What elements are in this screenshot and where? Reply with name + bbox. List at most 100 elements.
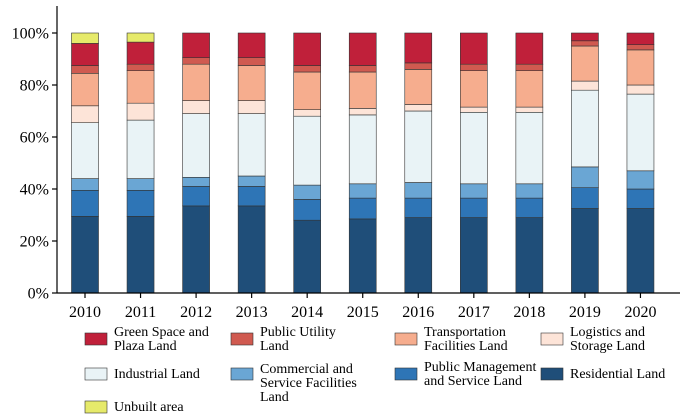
bar-segment xyxy=(515,197,544,218)
bar-segment xyxy=(182,57,210,65)
legend-swatch xyxy=(84,367,108,381)
bar-segment xyxy=(348,32,377,66)
bar-segment xyxy=(626,93,655,172)
y-tick-label: 60% xyxy=(20,130,49,147)
bar-segment xyxy=(237,100,266,114)
bar-segment xyxy=(404,32,433,64)
bars-layer xyxy=(71,32,655,294)
bar-segment xyxy=(460,106,488,113)
bar-segment xyxy=(71,32,99,44)
bar-segment xyxy=(293,71,321,111)
bar-segment xyxy=(237,32,266,59)
bar-segment xyxy=(571,89,599,168)
legend-swatch xyxy=(394,332,418,346)
bar-segment xyxy=(626,208,655,294)
bar-segment xyxy=(182,32,210,59)
legend-label: Residential Land xyxy=(570,367,665,382)
bar-segment xyxy=(404,110,433,183)
bar-segment xyxy=(237,175,266,187)
bar-segment xyxy=(182,186,210,207)
bar-segment xyxy=(126,63,155,71)
bar-segment xyxy=(182,177,210,187)
x-tick-label: 2017 xyxy=(458,304,490,321)
y-tick-label: 0% xyxy=(28,286,49,303)
legend-label: Facilities Land xyxy=(424,339,508,354)
bar-segment xyxy=(460,217,488,294)
bar-segment xyxy=(348,197,377,220)
x-tick-label: 2014 xyxy=(291,304,323,321)
bar-segment xyxy=(293,32,321,66)
bar-segment xyxy=(571,80,599,91)
bar-segment xyxy=(126,41,155,65)
legend-label: Service Facilities xyxy=(260,376,357,391)
y-ticks: 0% 20% 40% 60% 80% 100% xyxy=(12,26,57,303)
bar-segment xyxy=(460,183,488,199)
bar-segment xyxy=(71,216,99,294)
bar-segment xyxy=(571,166,599,188)
bar-segment xyxy=(515,183,544,199)
bar-segment xyxy=(404,197,433,218)
bar-segment xyxy=(571,45,599,82)
bar-segment xyxy=(126,32,155,43)
legend-swatch xyxy=(540,332,564,346)
x-tick-label: 2016 xyxy=(402,304,434,321)
bar-segment xyxy=(626,84,655,95)
bar-segment xyxy=(515,112,544,185)
bar-segment xyxy=(293,199,321,221)
bar-segment xyxy=(404,69,433,105)
bar-segment xyxy=(460,197,488,218)
bar-segment xyxy=(404,104,433,112)
bar-segment xyxy=(460,32,488,65)
bar-segment xyxy=(71,65,99,74)
bar-segment xyxy=(404,62,433,70)
bar-segment xyxy=(182,63,210,101)
bar-segment xyxy=(182,100,210,114)
bar-segment xyxy=(348,183,377,199)
axes-layer xyxy=(56,6,680,294)
legend-swatch xyxy=(84,332,108,346)
x-tick-label: 2013 xyxy=(236,304,268,321)
y-tick-label: 40% xyxy=(20,182,49,199)
legend-label: Land xyxy=(260,339,289,354)
bar-segment xyxy=(293,184,321,200)
bar-segment xyxy=(571,32,599,42)
bar-segment xyxy=(515,106,544,113)
bar-segment xyxy=(182,205,210,294)
y-tick-label: 80% xyxy=(20,78,49,95)
bar-segment xyxy=(126,178,155,191)
legend-label: Logistics and xyxy=(570,325,645,340)
bar-segment xyxy=(126,70,155,104)
y-tick-label: 20% xyxy=(20,234,49,251)
bar-segment xyxy=(571,40,599,47)
bar-segment xyxy=(126,190,155,217)
bar-segment xyxy=(237,186,266,207)
bar-segment xyxy=(71,73,99,107)
legend-label: Transportation xyxy=(424,325,506,340)
bar-segment xyxy=(348,114,377,185)
legend-label: Unbuilt area xyxy=(114,400,184,415)
bar-segment xyxy=(71,105,99,124)
bar-segment xyxy=(571,187,599,209)
bar-segment xyxy=(626,32,655,45)
legend-swatch xyxy=(394,367,418,381)
bar-segment xyxy=(293,65,321,73)
bar-segment xyxy=(348,108,377,116)
bar-segment xyxy=(237,65,266,101)
bar-segment xyxy=(126,216,155,294)
bar-segment xyxy=(460,70,488,108)
legend-label: Public Management xyxy=(424,360,536,375)
bar-segment xyxy=(348,218,377,294)
legend-swatch xyxy=(540,367,564,381)
legend-label: Green Space and xyxy=(114,325,209,340)
legend-swatch xyxy=(230,332,254,346)
bar-segment xyxy=(293,219,321,294)
bar-segment xyxy=(126,119,155,179)
bar-segment xyxy=(293,109,321,117)
bar-segment xyxy=(182,113,210,178)
bar-segment xyxy=(348,65,377,73)
bar-segment xyxy=(626,188,655,209)
bar-segment xyxy=(404,217,433,294)
x-tick-label: 2018 xyxy=(513,304,545,321)
